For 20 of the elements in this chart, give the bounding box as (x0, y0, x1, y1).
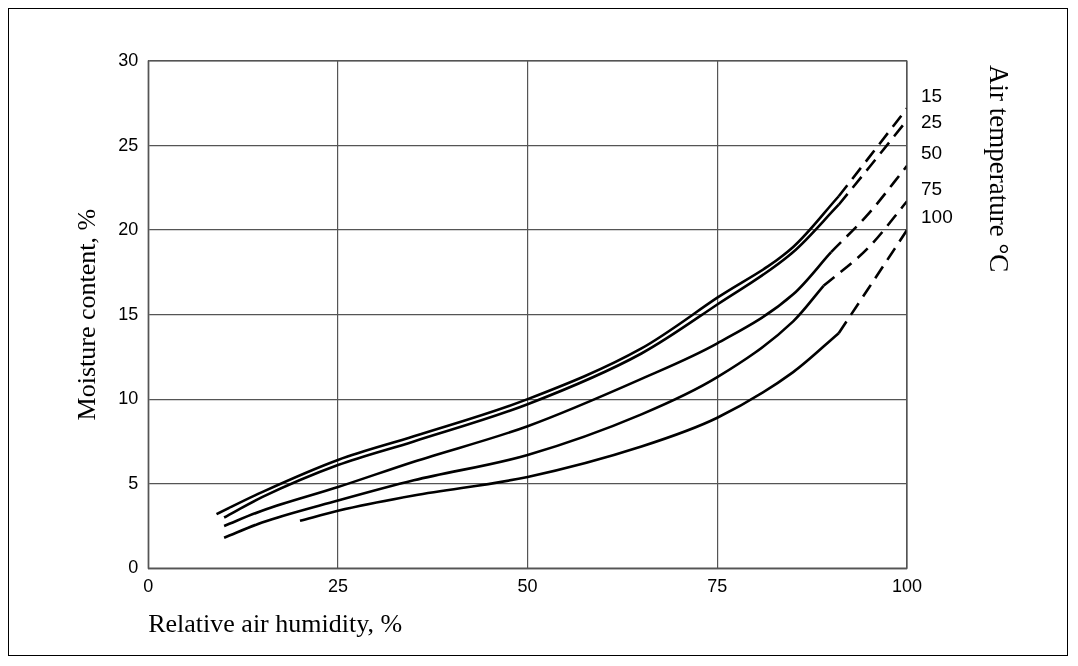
y-tick-label: 15 (118, 303, 139, 324)
x-tick-label: 75 (707, 575, 728, 596)
x-tick-label: 50 (517, 575, 538, 596)
series-label: 25 (921, 110, 943, 132)
y-tick-label: 0 (128, 557, 139, 578)
series-label: 75 (921, 177, 943, 199)
y-tick-label: 30 (118, 49, 139, 70)
x-tick-label: 25 (327, 575, 348, 596)
series-label: 100 (921, 206, 953, 228)
series-label: 15 (921, 84, 943, 106)
y-tick-label: 10 (118, 388, 139, 409)
x-tick-label: 0 (143, 575, 154, 596)
x-tick-label: 100 (891, 575, 923, 596)
legend-title: Air temperature °C (983, 65, 1014, 273)
series-label: 50 (921, 142, 943, 164)
y-axis-title: Moisture content, % (72, 208, 102, 421)
y-tick-label: 5 (128, 472, 139, 493)
y-tick-label: 25 (118, 134, 139, 155)
y-tick-label: 20 (118, 219, 139, 240)
x-axis-title: Relative air humidity, % (148, 609, 403, 639)
